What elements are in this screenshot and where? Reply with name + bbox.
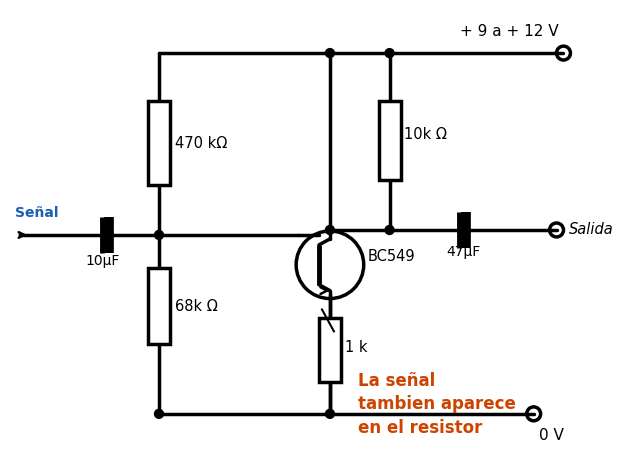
Circle shape — [155, 231, 164, 240]
Circle shape — [325, 410, 334, 418]
Text: 68k Ω: 68k Ω — [175, 299, 218, 313]
Text: BC549: BC549 — [367, 249, 415, 264]
Circle shape — [155, 410, 164, 418]
Circle shape — [385, 48, 394, 58]
Circle shape — [325, 48, 334, 58]
Bar — [148, 268, 170, 344]
Text: La señal
tambien aparece
en el resistor: La señal tambien aparece en el resistor — [358, 372, 516, 437]
Text: 47μF: 47μF — [446, 245, 481, 259]
Text: Salida: Salida — [569, 222, 613, 237]
Circle shape — [325, 226, 334, 235]
Bar — [379, 101, 401, 180]
Bar — [319, 318, 341, 381]
Text: Señal: Señal — [15, 206, 59, 220]
Text: 10k Ω: 10k Ω — [404, 127, 447, 142]
Text: 10μF: 10μF — [85, 254, 119, 268]
Text: + 9 a + 12 V: + 9 a + 12 V — [460, 24, 558, 39]
Text: 1 k: 1 k — [345, 340, 367, 355]
Circle shape — [385, 226, 394, 235]
Text: 470 kΩ: 470 kΩ — [175, 135, 227, 150]
Text: 0 V: 0 V — [539, 428, 564, 443]
Bar — [148, 101, 170, 185]
